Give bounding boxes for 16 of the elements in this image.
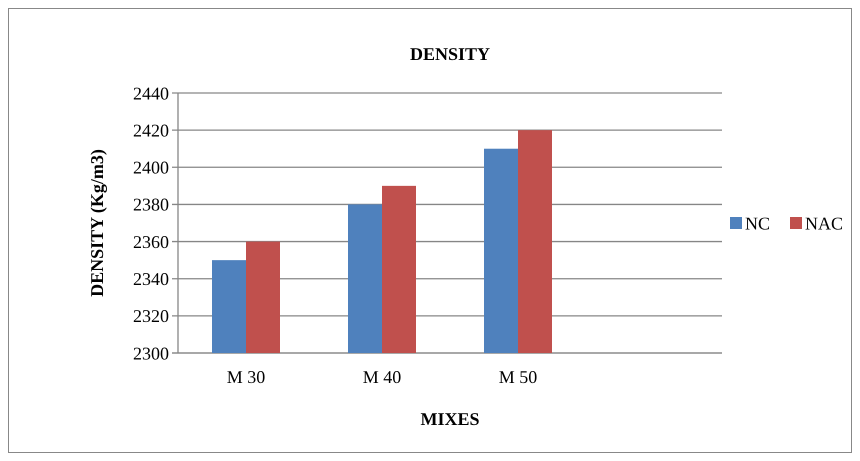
chart-title: DENSITY: [410, 44, 490, 64]
y-tick-label: 2420: [133, 120, 169, 140]
x-tick-label: M 50: [498, 367, 538, 387]
y-tick-label: 2440: [133, 83, 169, 104]
y-tick-label: 2360: [133, 232, 169, 252]
y-tick-label: 2300: [133, 343, 169, 364]
x-axis-title: MIXES: [420, 409, 480, 429]
y-tick-label: 2400: [133, 158, 169, 178]
legend-label: NAC: [805, 213, 844, 234]
y-axis-title: DENSITY (Kg/m3): [87, 149, 107, 297]
y-tick-label: 2320: [133, 306, 169, 326]
y-tick-label: 2380: [133, 194, 169, 215]
legend-label: NC: [745, 213, 770, 234]
x-tick-label: M 40: [362, 367, 402, 387]
y-tick-label: 2340: [133, 269, 169, 290]
x-tick-label: M 30: [226, 367, 266, 387]
